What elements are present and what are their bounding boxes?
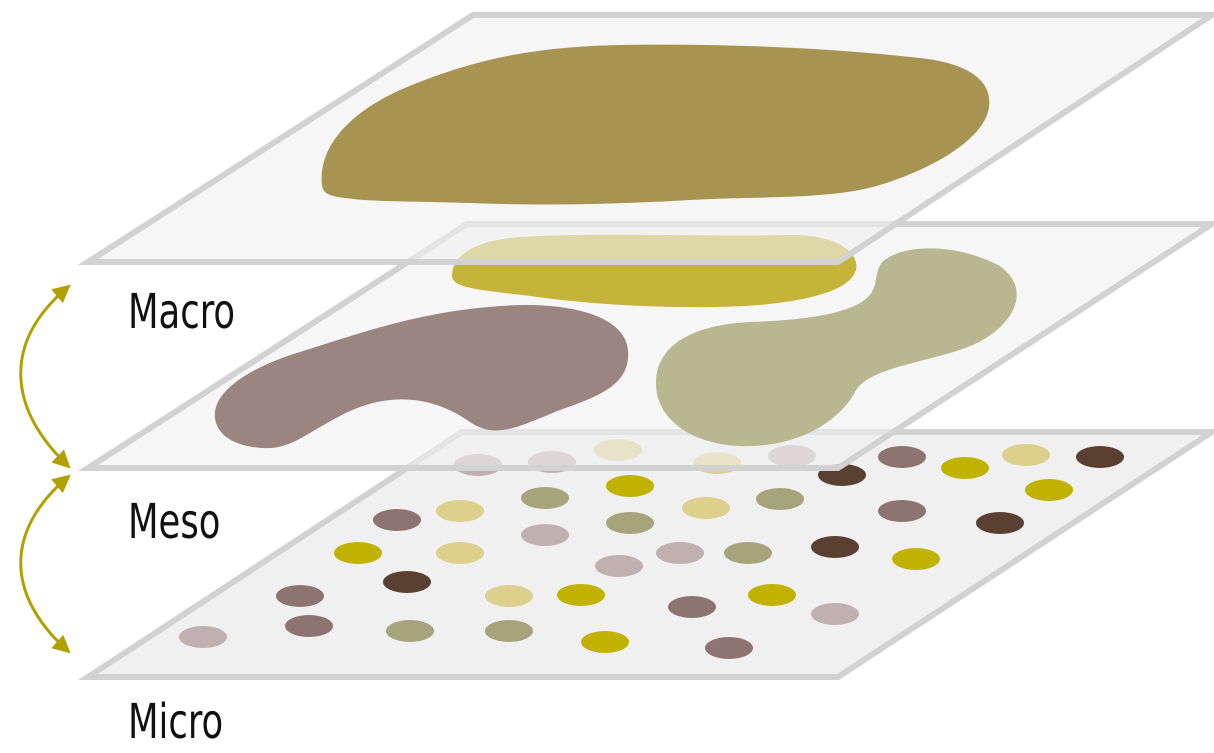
particle bbox=[892, 548, 940, 570]
micro-label: Micro bbox=[128, 694, 224, 750]
micro-plane bbox=[77, 429, 1214, 680]
particle bbox=[606, 475, 654, 497]
particle bbox=[811, 603, 859, 625]
particle bbox=[436, 542, 484, 564]
particle bbox=[1025, 479, 1073, 501]
particle bbox=[941, 457, 989, 479]
macro-meso-arrow bbox=[19, 284, 71, 469]
particle bbox=[386, 620, 434, 642]
macro-blob bbox=[321, 44, 990, 205]
particle bbox=[811, 536, 859, 558]
particle bbox=[656, 542, 704, 564]
particle bbox=[436, 500, 484, 522]
meso-brown-blob bbox=[214, 305, 629, 449]
particle bbox=[373, 509, 421, 531]
particle bbox=[521, 524, 569, 546]
particle bbox=[976, 512, 1024, 534]
particle bbox=[1002, 444, 1050, 466]
particle bbox=[485, 585, 533, 607]
particle bbox=[756, 488, 804, 510]
particle bbox=[878, 500, 926, 522]
particle bbox=[276, 585, 324, 607]
particle bbox=[705, 637, 753, 659]
particle bbox=[682, 497, 730, 519]
particle bbox=[595, 555, 643, 577]
particle bbox=[668, 596, 716, 618]
meso-micro-arrow bbox=[19, 474, 71, 654]
particle bbox=[557, 584, 605, 606]
particle bbox=[1076, 446, 1124, 468]
particle bbox=[581, 631, 629, 653]
particle bbox=[334, 542, 382, 564]
particle bbox=[485, 620, 533, 642]
particle bbox=[606, 512, 654, 534]
particle bbox=[748, 584, 796, 606]
meso-sage-blob bbox=[655, 248, 1017, 447]
particle bbox=[383, 571, 431, 593]
macro-label: Macro bbox=[128, 284, 236, 340]
particle bbox=[285, 615, 333, 637]
particle bbox=[521, 487, 569, 509]
particle bbox=[179, 626, 227, 648]
meso-label: Meso bbox=[128, 494, 221, 550]
particle bbox=[878, 446, 926, 468]
scale-arrows bbox=[19, 284, 71, 654]
particle bbox=[724, 542, 772, 564]
